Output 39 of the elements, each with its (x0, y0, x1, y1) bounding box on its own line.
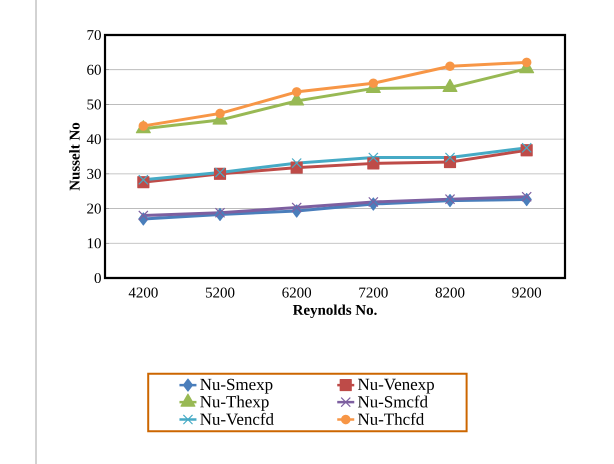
point (291, 202, 302, 213)
point (138, 174, 149, 185)
y-tick-label: 40 (86, 134, 101, 144)
point (522, 58, 532, 68)
y-axis-title: Nusselt No (69, 122, 80, 190)
y-tick-label: 20 (87, 204, 101, 214)
point (138, 210, 149, 221)
legend-label: Nu-Smcfd (358, 395, 428, 408)
point (521, 142, 532, 153)
point (368, 196, 379, 208)
legend-label: Nu-Thexp (200, 396, 269, 411)
x-tick-label: 9200 (512, 288, 542, 298)
point (444, 152, 456, 163)
point (215, 108, 225, 118)
point (445, 61, 455, 72)
point (521, 192, 532, 202)
point (444, 194, 456, 204)
x-tick-label: 6200 (282, 288, 312, 298)
x-tick-label: 8200 (436, 288, 464, 298)
x-tick-label: 7200 (359, 288, 388, 298)
y-tick-label: 60 (87, 64, 101, 75)
point (138, 121, 148, 131)
y-tick-label: 10 (88, 238, 101, 248)
point (292, 87, 302, 97)
x-tick-label: 4200 (128, 288, 158, 298)
y-tick-label: 50 (87, 99, 101, 110)
point (368, 78, 378, 88)
y-tick-label: 30 (87, 168, 101, 179)
y-tick-label: 0 (94, 272, 101, 284)
x-axis-title: Reynolds No. (292, 304, 377, 318)
x-tick-label: 5200 (206, 288, 234, 298)
legend-label: Nu-Vencfd (200, 412, 274, 426)
legend-label: Nu-Smexp (200, 378, 272, 394)
point (291, 158, 302, 168)
legend-label: Nu-Venexp (358, 378, 434, 394)
point (214, 208, 226, 218)
legend-label: Nu-Thcfd (358, 412, 424, 425)
point (368, 152, 379, 163)
y-tick-label: 70 (88, 30, 101, 40)
